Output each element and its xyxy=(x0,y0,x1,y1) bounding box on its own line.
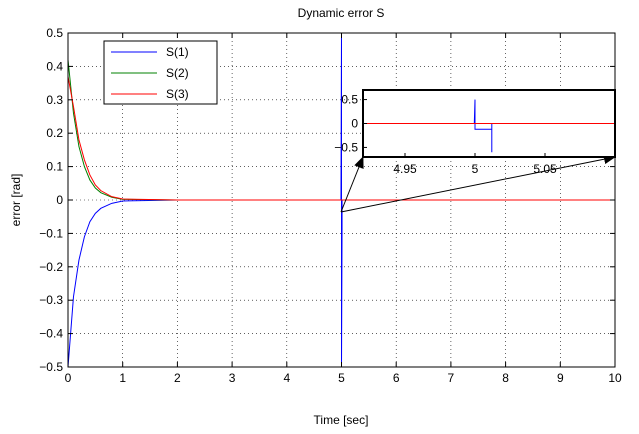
y-tick-label: −0.4 xyxy=(39,327,63,341)
series-line-s3 xyxy=(67,76,615,201)
zoom-arrows xyxy=(340,154,616,213)
x-tick-label: 6 xyxy=(393,371,400,385)
y-tick-label: −0.2 xyxy=(39,260,63,274)
x-tick-label: 7 xyxy=(448,371,455,385)
y-tick-label: 0.4 xyxy=(46,59,63,73)
inset-y-tick-label: −0.5 xyxy=(334,140,358,154)
y-tick-label: 0 xyxy=(56,193,63,207)
inset-x-tick-label: 4.95 xyxy=(393,162,417,176)
x-tick-label: 3 xyxy=(229,371,236,385)
legend-label-s2: S(2) xyxy=(166,66,189,80)
x-axis-label: Time [sec] xyxy=(314,413,369,427)
x-tick-label: 0 xyxy=(65,371,72,385)
inset-zoom-plot: 4.95 5 5.05 0.5 0 −0.5 xyxy=(334,89,616,176)
legend: S(1) S(2) S(3) xyxy=(103,40,218,105)
y-tick-label: 0.1 xyxy=(46,160,63,174)
inset-series-lines xyxy=(363,99,615,153)
zoom-arrow-right xyxy=(340,154,616,213)
inset-series-line-s1 xyxy=(363,99,615,153)
x-tick-label: 8 xyxy=(502,371,509,385)
zoom-arrow-left xyxy=(340,156,364,213)
inset-x-tick-label: 5.05 xyxy=(533,162,557,176)
y-tick-label: −0.1 xyxy=(39,226,63,240)
y-tick-label: 0.3 xyxy=(46,93,63,107)
legend-label-s3: S(3) xyxy=(166,87,189,101)
legend-label-s1: S(1) xyxy=(166,45,189,59)
y-tick-label: 0.5 xyxy=(46,26,63,40)
inset-x-tick-label: 5 xyxy=(472,162,479,176)
x-tick-label: 4 xyxy=(283,371,290,385)
x-tick-label: 5 xyxy=(338,371,345,385)
y-tick-label: −0.3 xyxy=(39,293,63,307)
chart-title: Dynamic error S xyxy=(298,6,385,20)
x-tick-label: 2 xyxy=(174,371,181,385)
series-lines xyxy=(67,32,615,368)
x-tick-label: 9 xyxy=(557,371,564,385)
inset-y-tick-label: 0.5 xyxy=(341,93,358,107)
y-tick-label: −0.5 xyxy=(39,360,63,374)
inset-axis-ticks: 4.95 5 5.05 0.5 0 −0.5 xyxy=(334,93,557,176)
y-tick-label: 0.2 xyxy=(46,126,63,140)
inset-y-tick-label: 0 xyxy=(351,117,358,131)
axis-ticks: 0 1 2 3 4 5 6 7 8 9 10 0.5 0.4 0.3 0.2 0.1 0 −0.1 −0.2 −0.3… xyxy=(39,26,622,385)
x-tick-label: 10 xyxy=(608,371,622,385)
y-axis-label: error [rad] xyxy=(9,174,23,227)
x-tick-label: 1 xyxy=(119,371,126,385)
